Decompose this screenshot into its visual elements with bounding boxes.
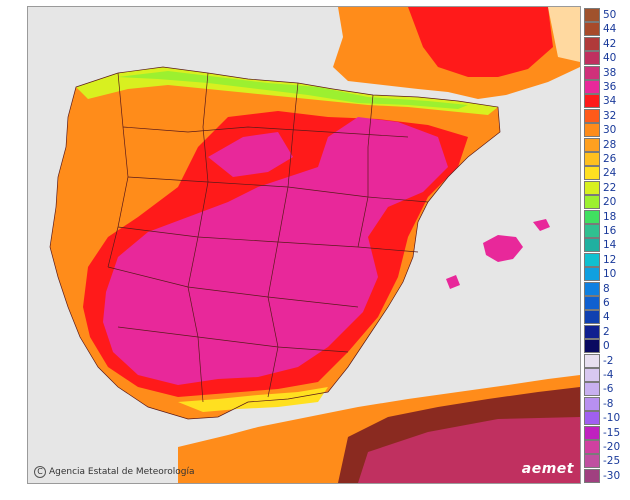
- interior-magenta: [103, 117, 448, 385]
- legend-label: -6: [603, 383, 614, 396]
- mallorca: [483, 235, 523, 262]
- legend-swatch: [584, 296, 600, 310]
- france-east-zone: [548, 7, 580, 62]
- legend-label: 12: [603, 253, 617, 266]
- north-coast-green: [118, 71, 468, 109]
- legend-label: 16: [603, 225, 617, 237]
- logo-text: aemet: [521, 461, 574, 477]
- south-coast-band: [178, 387, 328, 412]
- legend-label: 26: [603, 153, 617, 165]
- legend-label: 44: [603, 23, 617, 36]
- legend-label: 42: [603, 37, 617, 50]
- legend-label: -10: [603, 412, 621, 425]
- ibiza: [446, 275, 460, 289]
- legend-label: 4: [603, 311, 610, 324]
- legend-label: 38: [603, 66, 617, 79]
- legend-swatch: [584, 454, 600, 469]
- legend-label: 28: [603, 138, 617, 151]
- legend-swatch: [584, 281, 600, 296]
- legend-swatch: [584, 353, 600, 368]
- legend-swatch: [584, 152, 600, 166]
- legend-label: 14: [603, 239, 617, 252]
- legend-label: 24: [603, 167, 617, 180]
- legend-label: 50: [603, 9, 617, 21]
- legend-label: 0: [603, 340, 610, 353]
- legend-swatch: [584, 180, 600, 195]
- legend-swatch: [584, 22, 600, 37]
- legend-swatch: [584, 94, 600, 109]
- color-legend: 50 44 42 40 38 36 34 32 30 28 26 24 22 20 18 16 14 12 10 8 6…: [584, 8, 630, 484]
- credit-text: Agencia Estatal de Meteorología: [49, 467, 195, 477]
- legend-label: 36: [603, 81, 617, 93]
- legend-label: -2: [603, 354, 614, 367]
- map-canvas: [28, 7, 580, 483]
- legend-label: 8: [603, 282, 610, 295]
- aemet-logo: aemet: [522, 461, 574, 477]
- legend-label: 32: [603, 109, 617, 122]
- legend-swatch: [584, 137, 600, 152]
- legend-swatch: [584, 324, 600, 339]
- legend-label: -8: [603, 397, 614, 410]
- legend-swatch: [584, 195, 600, 210]
- legend-swatch: [584, 224, 600, 238]
- legend-swatch: [584, 36, 600, 51]
- legend-swatch: [584, 382, 600, 397]
- legend-label: 22: [603, 181, 617, 194]
- legend-swatch: [584, 65, 600, 80]
- legend-label: 18: [603, 210, 617, 223]
- legend-swatch: [584, 368, 600, 382]
- legend-label: -20: [603, 441, 621, 453]
- legend-label: -15: [603, 426, 621, 439]
- france-hot-zone: [408, 7, 553, 77]
- menorca: [533, 219, 550, 231]
- legend-swatch: [584, 339, 600, 354]
- legend-swatch: [584, 209, 600, 224]
- africa-magenta: [358, 417, 580, 483]
- legend-swatch: [584, 238, 600, 253]
- legend-label: 10: [603, 268, 617, 281]
- legend-swatch: [584, 440, 600, 454]
- legend-swatch: [584, 411, 600, 426]
- legend-label: -4: [603, 369, 614, 381]
- legend-label: 6: [603, 297, 610, 309]
- legend-swatch: [584, 425, 600, 440]
- legend-label: 20: [603, 196, 617, 209]
- legend-swatch: [584, 310, 600, 325]
- legend-swatch: [584, 267, 600, 282]
- duero-magenta: [208, 132, 293, 177]
- legend-label: -25: [603, 455, 621, 468]
- legend-label: 2: [603, 325, 610, 338]
- legend-label: 30: [603, 124, 617, 137]
- legend-label: -30: [603, 469, 621, 482]
- legend-swatch: [584, 8, 600, 22]
- province-borders: [49, 66, 501, 420]
- legend-swatch: [584, 108, 600, 123]
- legend-swatch: [584, 252, 600, 267]
- copyright-icon: C: [34, 466, 46, 478]
- legend-swatch: [584, 123, 600, 138]
- legend-swatch: [584, 396, 600, 411]
- temperature-map: C Agencia Estatal de Meteorología aemet: [27, 6, 581, 484]
- legend-swatch: [584, 51, 600, 66]
- legend-swatch: [584, 80, 600, 94]
- credit: C Agencia Estatal de Meteorología: [34, 466, 195, 478]
- legend-label: 34: [603, 95, 617, 108]
- legend-label: 40: [603, 52, 617, 65]
- legend-swatch: [584, 468, 600, 483]
- legend-swatch: [584, 166, 600, 181]
